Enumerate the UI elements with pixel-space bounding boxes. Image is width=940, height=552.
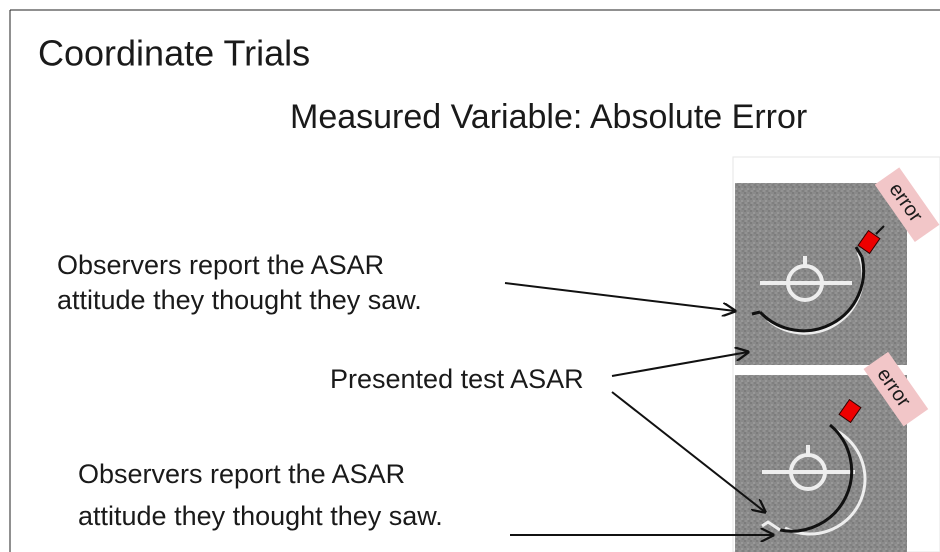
- error-tag: [863, 351, 929, 427]
- asar-panel: error: [735, 351, 929, 552]
- label-line: attitude they thought they saw.: [57, 285, 422, 315]
- slide-title: Coordinate Trials: [38, 33, 310, 74]
- label-line: Observers report the ASAR: [57, 250, 384, 280]
- label: Presented test ASAR: [330, 364, 584, 394]
- error-tag: [874, 167, 940, 242]
- arrows: [504, 282, 773, 535]
- asar-panel: error: [735, 167, 940, 365]
- label-line: attitude they thought they saw.: [78, 501, 443, 531]
- label-line: Observers report the ASAR: [78, 459, 405, 489]
- slide-subtitle: Measured Variable: Absolute Error: [290, 98, 807, 136]
